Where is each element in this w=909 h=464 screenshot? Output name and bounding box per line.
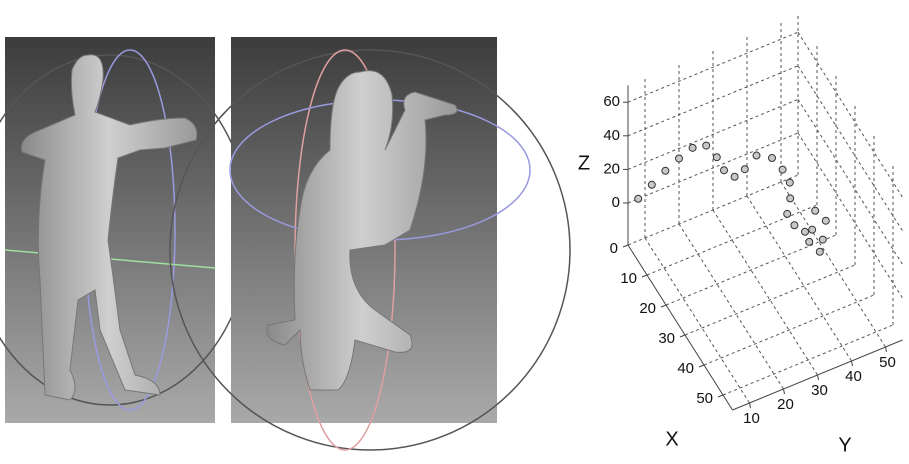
y-tick xyxy=(818,375,819,380)
x-tick xyxy=(718,395,723,397)
grid-line xyxy=(713,210,818,375)
grid-line xyxy=(647,205,817,275)
x-tick-label: 20 xyxy=(639,300,656,317)
x-tick xyxy=(642,275,647,277)
trajectory-point xyxy=(787,195,794,202)
z-tick-label: 60 xyxy=(603,93,620,110)
trajectory-point xyxy=(676,155,683,162)
y-tick-label: 50 xyxy=(879,354,896,371)
trajectory-point xyxy=(648,181,655,188)
trajectory-point xyxy=(822,217,829,224)
trajectory-point xyxy=(753,152,760,159)
trajectory-point xyxy=(784,210,791,217)
z-tick-label: 40 xyxy=(603,127,620,144)
trajectory-point xyxy=(731,173,738,180)
grid-line xyxy=(645,238,750,403)
y-tick xyxy=(852,361,853,366)
x-axis-label: X xyxy=(665,428,678,450)
trajectory-point xyxy=(741,166,748,173)
y-tick xyxy=(750,403,751,408)
grid-line xyxy=(798,32,903,197)
y-tick-label: 40 xyxy=(845,368,862,385)
y-tick-label: 30 xyxy=(811,382,828,399)
x-tick xyxy=(699,365,704,367)
figure: 0102030405010203040500204060 X Y Z xyxy=(0,0,909,459)
trajectory-point xyxy=(791,222,798,229)
trajectory-point xyxy=(689,144,696,151)
trajectory-point xyxy=(819,236,826,243)
grid-line xyxy=(781,182,886,347)
trajectory-point xyxy=(713,154,720,161)
z-tick-label: 0 xyxy=(612,194,620,211)
y-tick xyxy=(886,347,887,352)
render-background xyxy=(5,37,215,423)
trajectory-point xyxy=(769,155,776,162)
trajectory-point xyxy=(802,228,809,235)
z-axis-label: Z xyxy=(578,152,590,174)
grid-line xyxy=(704,295,874,365)
y-tick xyxy=(784,389,785,394)
grid-line xyxy=(685,265,855,335)
page: 0102030405010203040500204060 X Y Z (() =… xyxy=(0,0,909,464)
x-tick-label: 50 xyxy=(696,390,713,407)
grid-line xyxy=(723,325,893,395)
x-tick xyxy=(623,245,628,247)
grid-line xyxy=(628,32,798,102)
trajectory-point xyxy=(703,142,710,149)
render-side xyxy=(170,37,570,450)
x-tick-label: 0 xyxy=(610,240,618,257)
trajectory-point xyxy=(635,195,642,202)
trajectory-point xyxy=(721,167,728,174)
z-tick-label: 20 xyxy=(603,160,620,177)
x-tick xyxy=(680,335,685,337)
grid-line xyxy=(679,224,784,389)
trajectory-point xyxy=(779,166,786,173)
grid-line xyxy=(798,133,903,298)
y-tick-label: 10 xyxy=(743,410,760,427)
trajectory-point xyxy=(806,238,813,245)
x-tick-label: 40 xyxy=(677,360,694,377)
trajectory-point xyxy=(786,179,793,186)
grid-line xyxy=(798,99,903,264)
y-axis-label: Y xyxy=(838,434,851,456)
trajectory-point xyxy=(812,207,819,214)
trajectory-point xyxy=(809,226,816,233)
x-tick-label: 30 xyxy=(658,330,675,347)
axis-line xyxy=(628,245,733,410)
trajectory-point xyxy=(662,167,669,174)
x-tick xyxy=(661,305,666,307)
x-tick-label: 10 xyxy=(620,270,637,287)
trajectory-point xyxy=(816,248,823,255)
render-front xyxy=(0,37,250,423)
y-tick-label: 20 xyxy=(777,396,794,413)
